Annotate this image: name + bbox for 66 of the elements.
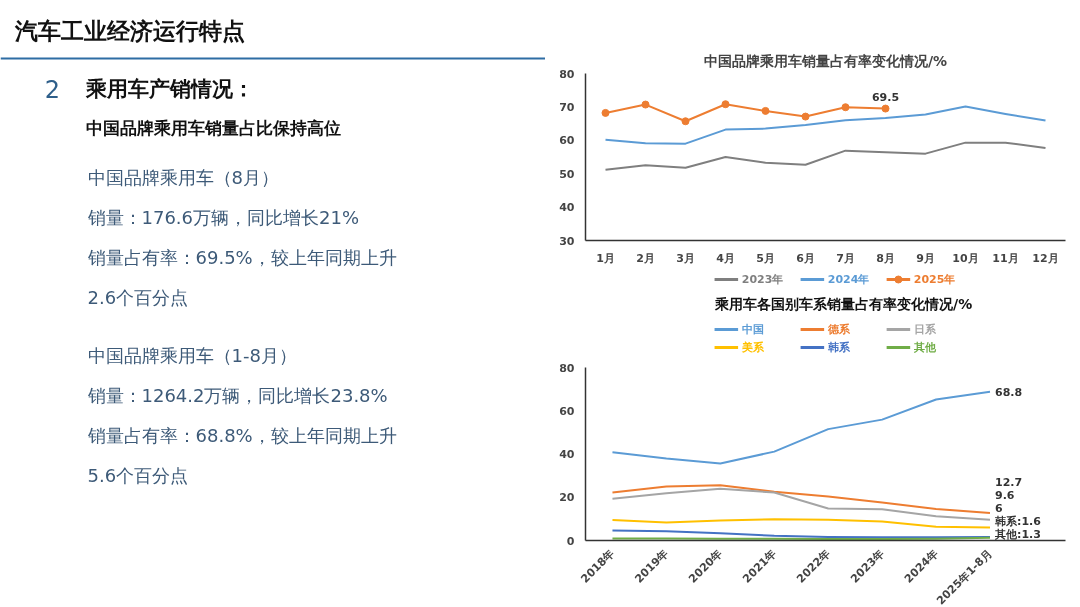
text: 乘用车产销情况：	[84, 76, 254, 101]
point	[761, 106, 770, 115]
y-tick-label: 60	[559, 404, 575, 418]
x-tick-label: 1月	[596, 251, 615, 265]
text: 德系	[826, 323, 851, 336]
x-tick-label: 11月	[992, 251, 1019, 265]
y-tick-label: 20	[559, 491, 575, 505]
y-tick-label: 40	[559, 201, 575, 215]
x-tick-label: 7月	[836, 251, 855, 265]
x-tick-label: 8月	[876, 251, 895, 265]
x-tick-label: 4月	[716, 251, 735, 265]
x-tick-label: 5月	[756, 251, 775, 265]
line-series	[611, 484, 991, 515]
legend-label: 其他	[912, 341, 937, 354]
text: 销量占有率：68.8%，较上年同期上升5.6个百分点	[86, 425, 397, 486]
point	[601, 108, 610, 117]
legend-label: 美系	[740, 341, 765, 354]
legend-label: 日系	[913, 323, 937, 336]
line-series	[611, 487, 991, 521]
line-series	[611, 390, 991, 465]
text: 中国品牌乘用车销量占比保持高位	[85, 117, 341, 138]
data-label: 12.7	[994, 476, 1023, 490]
point	[841, 103, 850, 112]
y-tick-label: 80	[559, 67, 575, 81]
point	[681, 117, 690, 126]
point	[881, 104, 890, 113]
data-label: 6	[994, 502, 1003, 516]
x-tick-label: 2月	[636, 251, 655, 265]
y-tick-label: 0	[566, 534, 575, 548]
y-tick-label: 50	[559, 167, 575, 181]
legend-label: 2023年	[741, 273, 784, 286]
data-label: 韩系:1.6	[993, 514, 1042, 528]
y-tick-label: 80	[559, 361, 575, 375]
x-tick-label: 12月	[1032, 251, 1059, 265]
text: 销量：176.6万辆，同比增长21%	[86, 207, 360, 228]
text: 销量：1264.2万辆，同比增长23.8%	[86, 385, 388, 406]
legend-label: 2024年	[827, 273, 870, 286]
point	[721, 100, 730, 109]
text: 中国品牌乘用车（8月）	[87, 167, 279, 188]
x-tick-label: 10月	[952, 251, 979, 265]
x-tick-label: 6月	[796, 251, 815, 265]
y-tick-label: 60	[559, 134, 575, 148]
x-tick-label: 3月	[676, 251, 695, 265]
text: 中国	[741, 323, 764, 336]
line-series	[604, 141, 1047, 171]
point	[801, 112, 810, 121]
data-label: 69.5	[871, 90, 900, 104]
data-label: 9.6	[994, 489, 1015, 503]
x-tick-label: 9月	[916, 251, 935, 265]
text: 销量占有率：69.5%，较上年同期上升2.6个百分点	[86, 247, 397, 308]
y-tick-label: 70	[559, 100, 575, 114]
y-tick-label: 30	[559, 234, 575, 248]
text: 汽车工业经济运行特点	[13, 17, 245, 44]
legend-label: 韩系	[826, 341, 851, 354]
chart-title: 乘用车各国别车系销量占有率变化情况/%	[714, 295, 973, 312]
data-label: 68.8	[994, 385, 1023, 399]
point	[641, 100, 650, 109]
chart-title: 中国品牌乘用车销量占有率变化情况/%	[703, 52, 948, 69]
line-series	[604, 105, 1047, 145]
y-tick-label: 40	[559, 448, 575, 461]
text: 2	[44, 75, 61, 104]
data-label: 其他:1.3	[993, 527, 1041, 541]
text: 中国品牌乘用车（1-8月）	[87, 345, 297, 366]
line-series	[611, 518, 991, 529]
legend-label: 2025年	[913, 273, 956, 286]
line-series	[611, 529, 991, 539]
